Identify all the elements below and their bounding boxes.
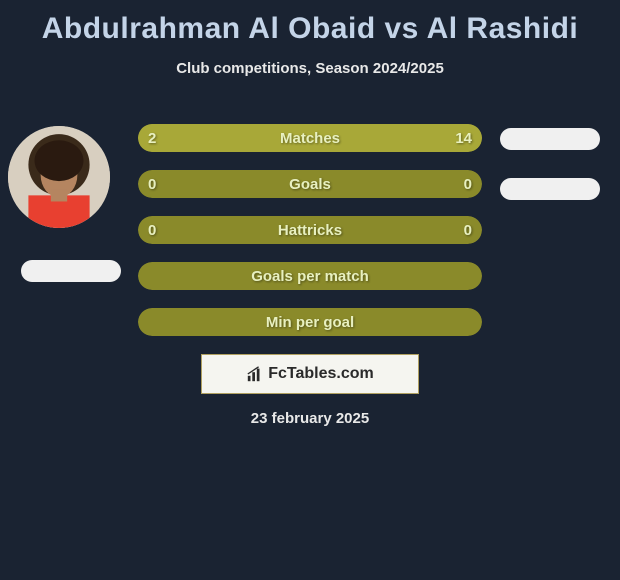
stat-label: Hattricks — [138, 216, 482, 244]
stat-label: Matches — [138, 124, 482, 152]
page-title: Abdulrahman Al Obaid vs Al Rashidi — [0, 0, 620, 46]
player-right-badge — [500, 178, 600, 200]
avatar-placeholder-icon — [8, 126, 110, 228]
player-right-avatar-placeholder — [500, 128, 600, 150]
stats-bars: 214Matches 00Goals 00Hattricks Goals per ma… — [138, 124, 482, 354]
stat-label: Goals — [138, 170, 482, 198]
stat-row: Goals per match — [138, 262, 482, 290]
stat-row: 00Hattricks — [138, 216, 482, 244]
player-left-badge — [21, 260, 121, 282]
date-text: 23 february 2025 — [0, 410, 620, 427]
stat-row: 214Matches — [138, 124, 482, 152]
brand-footer: FcTables.com — [201, 354, 419, 394]
stat-row: 00Goals — [138, 170, 482, 198]
subtitle: Club competitions, Season 2024/2025 — [0, 60, 620, 77]
chart-icon — [246, 365, 264, 383]
stat-label: Min per goal — [138, 308, 482, 336]
stat-row: Min per goal — [138, 308, 482, 336]
stat-label: Goals per match — [138, 262, 482, 290]
brand-text: FcTables.com — [268, 365, 374, 383]
player-left-avatar — [8, 126, 110, 228]
